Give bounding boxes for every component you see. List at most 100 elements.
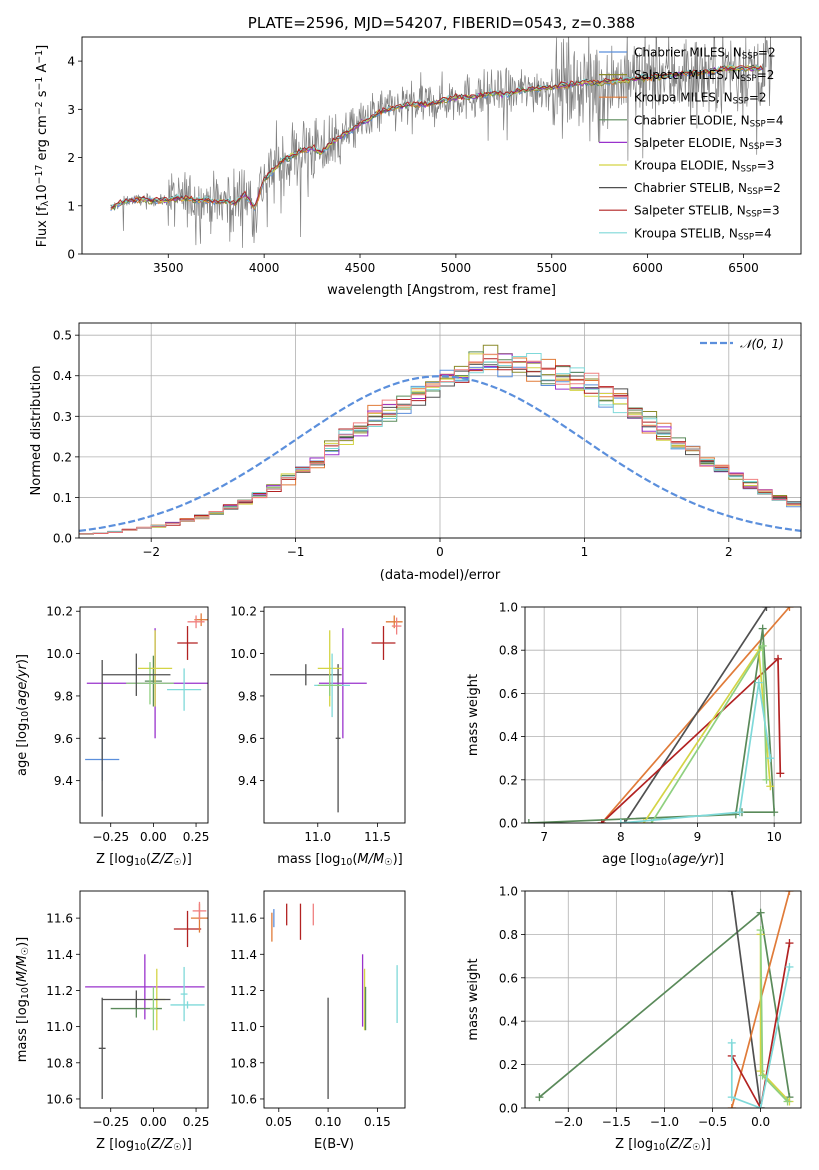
plot-area-2: [79, 344, 801, 535]
weight-line-6: [620, 682, 772, 823]
weight-line-2: [601, 656, 782, 823]
y-tick-label: 10.0: [46, 647, 73, 661]
plot-area-7: [271, 903, 398, 1099]
model-line-7: [110, 65, 764, 208]
x-tick-label: −0.5: [698, 1115, 727, 1129]
y-tick-label: 9.4: [238, 774, 257, 788]
residual-histogram-4: [79, 353, 801, 535]
residual-histogram-8: [79, 353, 801, 535]
x-tick-label: 3500: [153, 261, 184, 275]
x-tick-label: −2.0: [554, 1115, 583, 1129]
y-tick-label: 0.5: [53, 329, 72, 343]
y-tick-label: 0.0: [499, 1102, 518, 1116]
observed-spectrum: [110, 37, 773, 248]
panel-5: 7 8 9 10 0.0 0.2 0.4 0.6 0.8 1.0: [499, 601, 802, 844]
legend-label-5: Kroupa ELODIE, NSSP=3: [634, 159, 774, 175]
y-tick-label: 10.2: [230, 605, 257, 619]
x-tick-label: −0.25: [92, 830, 129, 844]
y-axis-label-2: Normed distribution: [29, 366, 44, 496]
y-axis-label-5: mass weight: [466, 674, 481, 756]
weight-line-6: [730, 966, 791, 1108]
axes-frame: [263, 890, 406, 1109]
y-tick-label: 0.3: [53, 410, 72, 424]
plot-area-1: [110, 37, 773, 248]
plot-area-5: [525, 607, 794, 823]
x-axis-label-2: (data-model)/error: [380, 568, 501, 583]
y-tick-label: 10.2: [46, 605, 73, 619]
x-tick-label: 11.5: [364, 830, 391, 844]
residual-histogram-5: [79, 353, 801, 535]
x-tick-label: 5500: [536, 261, 567, 275]
x-tick-label: 0.15: [364, 1115, 391, 1129]
x-tick-label: 7: [540, 830, 548, 844]
axes-frame: [81, 36, 802, 255]
y-tick-label: 0.6: [499, 971, 518, 985]
panel-7: 0.05 0.10 0.15 10.6 10.8 11.0 11.2 11.4 11.6: [230, 890, 406, 1129]
y-axis-label-3: age [log10(age/yr)]: [15, 654, 31, 776]
legend-label-0: Chabrier MILES, NSSP=2: [634, 46, 776, 62]
y-tick-label: 1.0: [499, 885, 518, 899]
panel-4: 11.0 11.5 9.4 9.6 9.8 10.0 10.2: [230, 605, 406, 844]
y-tick-label: 3: [67, 103, 75, 117]
x-tick-label: −1.5: [602, 1115, 631, 1129]
x-axis-label-7: E(B-V): [314, 1137, 354, 1152]
panel-6: −0.25 0.00 0.25 10.6 10.8 11.0 11.2 11.4 11.6: [46, 890, 209, 1129]
normal-curve: [79, 375, 801, 532]
x-axis-label-4: mass [log10(M/M☉)]: [277, 852, 403, 868]
weight-line-3: [731, 942, 791, 1108]
model-line-6: [110, 64, 763, 209]
legend-label-7: Salpeter STELIB, NSSP=3: [634, 204, 780, 220]
y-tick-label: 0.2: [53, 450, 72, 464]
x-tick-label: 0.00: [140, 830, 167, 844]
legend-label-3: Chabrier ELODIE, NSSP=4: [634, 113, 783, 129]
y-tick-label: 0.0: [499, 817, 518, 831]
residual-histogram-2: [79, 357, 801, 535]
y-tick-label: 11.0: [230, 1020, 257, 1034]
y-tick-label: 0.0: [53, 532, 72, 546]
y-axis-label-1: Flux [fλ10−17 erg cm−2 s−1 A−1]: [34, 45, 51, 247]
plot-area-3: [85, 613, 208, 817]
y-tick-label: 11.2: [46, 984, 73, 998]
legend-label-1: Salpeter MILES, NSSP=2: [634, 68, 774, 84]
y-tick-label: 9.4: [54, 774, 73, 788]
x-tick-label: 0.00: [140, 1115, 167, 1129]
y-tick-label: 1: [67, 199, 75, 213]
y-tick-label: 9.6: [238, 732, 257, 746]
x-tick-label: 8: [617, 830, 625, 844]
x-tick-label: 0.10: [315, 1115, 342, 1129]
axes-frame: [78, 322, 802, 539]
x-tick-label: −2: [142, 545, 160, 559]
x-axis-label-5: age [log10(age/yr)]: [602, 852, 724, 868]
y-tick-label: 0.8: [499, 644, 518, 658]
y-tick-label: 10.6: [230, 1092, 257, 1106]
weight-line-5: [650, 643, 768, 823]
axes-frame: [263, 606, 406, 824]
x-tick-label: 0.05: [265, 1115, 292, 1129]
legend-label-2: Kroupa MILES, NSSP=2: [634, 91, 767, 107]
x-tick-label: 1: [581, 545, 589, 559]
y-tick-label: 0.2: [499, 1058, 518, 1072]
axes-frame: [524, 606, 802, 824]
y-tick-label: 0.4: [53, 369, 72, 383]
y-axis-label-6: mass [log10(M/M☉)]: [15, 937, 31, 1063]
panel-8: −2.0 −1.5 −1.0 −0.5 0.0 0.0 0.2 0.4 0.6 0.8 1.0: [499, 885, 802, 1129]
weight-line-1: [623, 607, 768, 823]
x-tick-label: 10: [767, 830, 782, 844]
legend-label-6: Chabrier STELIB, NSSP=2: [634, 181, 781, 197]
plot-area-4: [269, 615, 403, 813]
x-tick-label: 11.0: [304, 830, 331, 844]
panel-2: −2 −1 0 1 2 0.0 0.1 0.2 0.3 0.4 0.5: [53, 322, 802, 559]
residual-histogram-9: [79, 353, 801, 535]
weight-line-3: [528, 628, 776, 823]
x-tick-label: −0.25: [92, 1115, 129, 1129]
weight-line-4: [759, 934, 791, 1103]
y-tick-label: 9.6: [54, 732, 73, 746]
axes-frame: [79, 606, 209, 824]
x-tick-label: 2: [725, 545, 733, 559]
y-tick-label: 9.8: [54, 689, 73, 703]
y-tick-label: 11.2: [230, 984, 257, 998]
x-tick-label: 9: [694, 830, 702, 844]
x-tick-label: 0.0: [751, 1115, 770, 1129]
model-line-5: [110, 64, 763, 209]
